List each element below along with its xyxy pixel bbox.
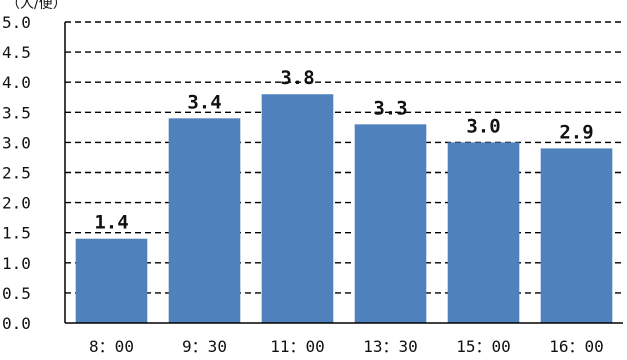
bars (75, 94, 613, 324)
data-label: 3.8 (280, 67, 314, 89)
x-tick-label: 9：30 (182, 337, 227, 356)
x-tick-labels: 8：00 9：30 11：00 13：30 15：00 16：00 (89, 337, 604, 356)
bar-2 (261, 94, 334, 324)
y-tick-label: 4.5 (2, 43, 31, 62)
x-tick-label: 16：00 (549, 337, 604, 356)
y-axis-label: （人/便） (6, 0, 67, 12)
y-tick-label: 5.0 (2, 13, 31, 32)
y-tick-label: 2.5 (2, 164, 31, 183)
x-tick-label: 8：00 (89, 337, 134, 356)
axes (64, 22, 623, 324)
bar-0 (75, 238, 148, 323)
y-tick-label: 1.0 (2, 254, 31, 273)
gridlines (65, 21, 623, 294)
y-tick-label: 4.0 (2, 73, 31, 92)
bar-5 (540, 148, 613, 323)
y-tick-label: 3.5 (2, 103, 31, 122)
x-tick-label: 13：30 (363, 337, 418, 356)
y-tick-label: 1.5 (2, 224, 31, 243)
bar-3 (354, 124, 427, 323)
y-tick-label: 0.5 (2, 284, 31, 303)
data-label: 2.9 (559, 121, 593, 143)
y-tick-label: 2.0 (2, 194, 31, 213)
x-tick-label: 15：00 (456, 337, 511, 356)
bar-4 (447, 142, 520, 323)
data-label: 1.4 (94, 212, 128, 234)
data-label: 3.3 (373, 97, 407, 119)
y-tick-label: 0.0 (2, 314, 31, 333)
x-tick-label: 11：00 (270, 337, 325, 356)
y-tick-labels: 0.0 0.5 1.0 1.5 2.0 2.5 3.0 3.5 4.0 4.5 5.0 (2, 13, 31, 333)
bar-1 (168, 118, 241, 323)
data-label: 3.4 (187, 91, 221, 113)
data-label: 3.0 (466, 115, 500, 137)
data-labels: 1.4 3.4 3.8 3.3 3.0 2.9 (94, 67, 593, 233)
y-tick-label: 3.0 (2, 133, 31, 152)
